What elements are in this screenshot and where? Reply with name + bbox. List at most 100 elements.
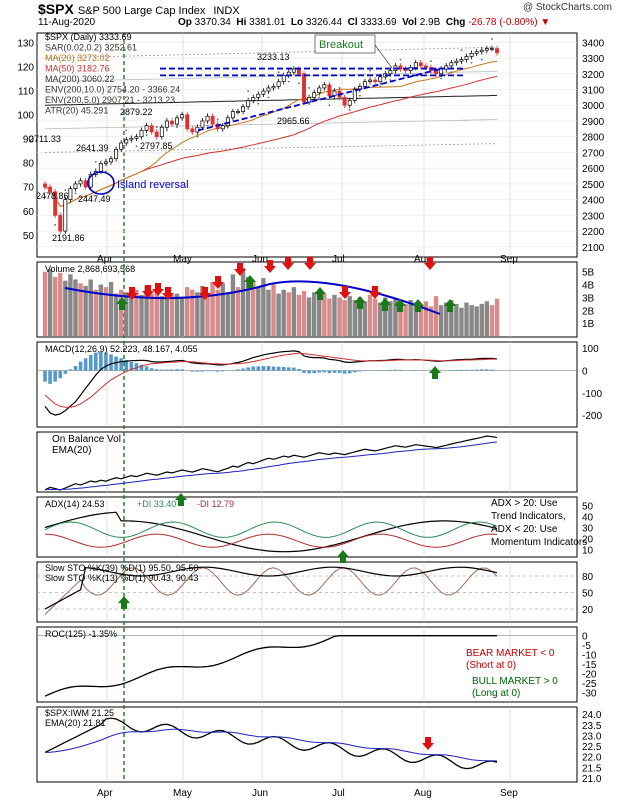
x-tick-label-bottom: Jun: [252, 788, 268, 799]
adx-axis-tick: 40: [582, 513, 594, 524]
volume-bar: [322, 293, 327, 336]
minus-di-line: [44, 533, 498, 548]
price-candle: [418, 62, 423, 67]
sar-dot: [277, 71, 280, 74]
macd-histogram-bar: [154, 369, 159, 371]
macd-histogram-bar: [195, 370, 200, 372]
adx-axis-tick: 30: [582, 524, 594, 535]
volume-bar: [352, 300, 357, 336]
price-axis-tick: 2800: [582, 133, 605, 144]
price-candle: [378, 76, 383, 82]
volume-axis-tick: 1B: [582, 319, 595, 330]
volume-bar: [464, 302, 469, 336]
volume-down-arrow: [424, 257, 436, 270]
obv-legend: On Balance Vol: [52, 434, 121, 445]
price-candle: [256, 93, 261, 98]
volume-bar: [210, 282, 215, 336]
volume-bar: [418, 305, 424, 336]
roc-bear-note-sub: (Short at 0): [466, 660, 516, 671]
price-candle: [236, 111, 240, 113]
adx-side-note: ADX > 20: Use: [491, 498, 558, 509]
macd-histogram-bar: [83, 358, 88, 371]
watermark: @ StockCharts.com: [522, 2, 612, 13]
volume-bar: [454, 303, 459, 336]
price-legend-item: MA(200) 3060.22: [45, 74, 115, 84]
adx-axis-tick: 50: [582, 502, 594, 513]
price-candle: [43, 183, 47, 188]
sar-dot: [358, 94, 361, 97]
volume-bar: [47, 269, 53, 336]
sto-axis-tick: 50: [582, 589, 594, 600]
macd-histogram-bar: [149, 368, 154, 371]
volume-bar: [362, 301, 368, 336]
breakout-pointer: [374, 44, 393, 69]
volume-up-arrow: [116, 297, 128, 310]
sar-dot: [186, 118, 189, 121]
macd-histogram-bar: [459, 369, 464, 371]
volume-bar: [474, 306, 479, 336]
sar-dot: [216, 118, 219, 121]
macd-histogram-bar: [490, 369, 494, 371]
macd-histogram-bar: [337, 370, 342, 373]
volume-bar: [83, 285, 88, 336]
volume-bar: [225, 292, 231, 336]
volume-down-arrow: [126, 287, 138, 300]
volume-bar: [42, 271, 48, 336]
volume-bar: [63, 280, 68, 336]
macd-histogram-bar: [302, 370, 306, 373]
obv-ema-line: [44, 441, 498, 491]
price-candle: [48, 186, 53, 193]
panel-frame-sto: [36, 561, 578, 623]
macd-histogram-bar: [215, 370, 220, 372]
volume-bar: [205, 293, 210, 336]
volume-down-arrow: [142, 285, 154, 298]
high-value: 3381.01: [249, 17, 286, 28]
volume-bar: [195, 292, 200, 336]
obv-ema-legend: EMA(20): [52, 445, 91, 456]
volume-bar: [347, 296, 352, 336]
volume-bar: [408, 300, 413, 336]
volume-up-arrow: [379, 298, 391, 311]
volume-bar: [93, 289, 98, 336]
macd-histogram-bar: [246, 367, 250, 371]
macd-histogram-bar: [256, 366, 261, 371]
sar-dot: [379, 85, 382, 88]
price-candle: [83, 180, 88, 188]
volume-bar: [134, 289, 139, 336]
volume-axis-tick: 4B: [582, 281, 595, 292]
price-candle: [327, 84, 332, 97]
price-candle: [103, 161, 108, 164]
sar-dot: [460, 49, 463, 52]
sar-dot: [196, 135, 199, 138]
price-axis-tick: 2400: [582, 196, 605, 207]
atr-axis-tick: 130: [17, 38, 34, 49]
volume-up-arrow: [394, 299, 406, 312]
roc-axis-tick: -5: [582, 641, 591, 652]
macd-histogram-bar: [464, 369, 469, 371]
sar-dot: [64, 189, 67, 192]
macd-histogram-bar: [104, 352, 108, 371]
volume-down-arrow: [264, 260, 276, 273]
price-axis-tick: 3300: [582, 54, 605, 65]
price-candle: [444, 65, 449, 70]
adx-side-note: Momentum Indicators: [491, 537, 587, 548]
price-candle: [408, 67, 413, 71]
price-candle: [322, 84, 327, 89]
price-candle: [134, 136, 139, 139]
x-tick-label: Apr: [97, 254, 113, 265]
sar-dot: [338, 87, 341, 89]
price-candle: [352, 89, 357, 101]
price-candle: [474, 51, 479, 54]
macd-histogram-bar: [144, 366, 149, 371]
support-trendline: [197, 68, 441, 132]
volume-bar: [393, 298, 398, 336]
volume-value: 2.9B: [419, 17, 441, 28]
slow-sto-13-line: [44, 567, 498, 615]
volume-bar: [357, 297, 363, 336]
ratio-axis-tick: 23.0: [582, 731, 602, 742]
index-name: S&P 500 Large Cap Index: [77, 5, 206, 17]
macd-histogram-bar: [281, 366, 286, 371]
roc-bear-note: BEAR MARKET < 0: [466, 648, 555, 659]
price-label: 2879.22: [120, 107, 153, 117]
macd-histogram-bar: [307, 370, 311, 374]
